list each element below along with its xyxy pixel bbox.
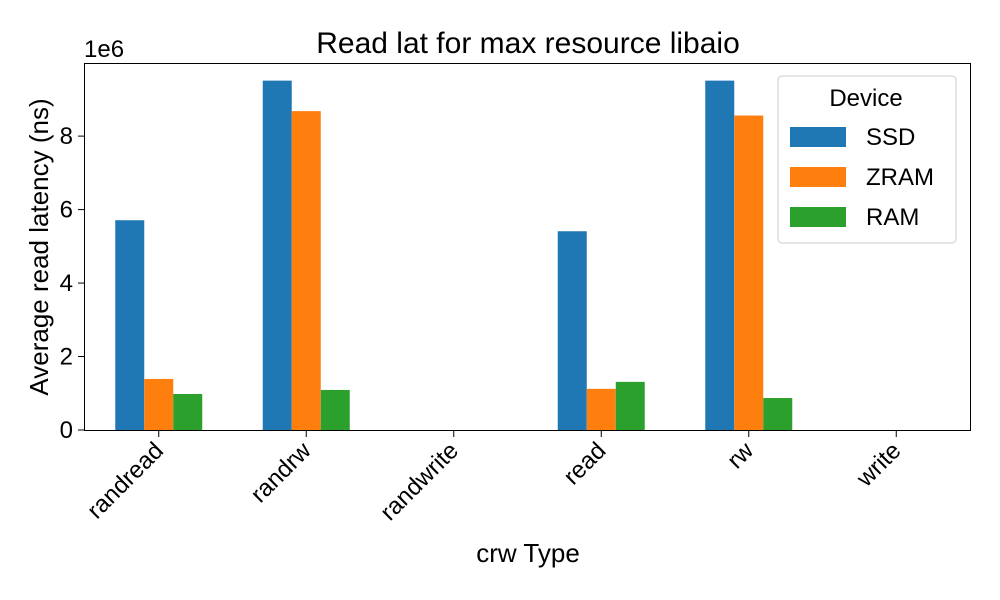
x-tick-label-read: read — [558, 437, 611, 490]
bar-ram-read — [615, 381, 645, 430]
bar-ssd-read — [557, 231, 587, 430]
y-tick-label: 8 — [60, 123, 73, 150]
bar-ram-randrw — [320, 389, 350, 430]
legend-swatch-ram — [790, 207, 846, 227]
bar-zram-randrw — [291, 111, 321, 430]
y-tick-label: 4 — [60, 270, 73, 297]
bars-layer — [115, 80, 793, 430]
legend-label-zram: ZRAM — [866, 164, 934, 191]
legend-label-ram: RAM — [866, 204, 919, 231]
chart-title: Read lat for max resource libaio — [316, 27, 740, 60]
plot-frame — [84, 63, 971, 431]
x-tick-label-rw: rw — [722, 437, 759, 474]
bar-ram-randread — [173, 393, 203, 430]
bar-zram-rw — [734, 115, 764, 430]
x-tick-label-randwrite: randwrite — [375, 437, 464, 526]
bar-ssd-rw — [705, 80, 735, 430]
y-axis: 0 2 4 6 8 — [60, 123, 85, 444]
bar-zram-randread — [144, 378, 174, 430]
y-tick-label: 0 — [60, 417, 73, 444]
y-tick-label: 2 — [60, 344, 73, 371]
x-tick-label-write: write — [851, 437, 907, 493]
x-tick-label-randread: randread — [82, 437, 169, 524]
x-axis-label: crw Type — [476, 538, 580, 568]
bar-ram-rw — [763, 398, 793, 430]
legend-title: Device — [829, 85, 902, 112]
bar-ssd-randread — [115, 220, 145, 430]
legend-swatch-ssd — [790, 127, 846, 147]
bar-ssd-randrw — [262, 80, 292, 430]
legend-swatch-zram — [790, 167, 846, 187]
y-axis-offset-label: 1e6 — [84, 36, 124, 63]
bar-zram-read — [586, 388, 616, 430]
y-axis-label: Average read latency (ns) — [24, 98, 54, 395]
legend-box — [777, 75, 957, 244]
legend: Device SSD ZRAM RAM — [777, 75, 957, 244]
legend-label-ssd: SSD — [866, 124, 915, 151]
y-tick-label: 6 — [60, 197, 73, 224]
x-axis: randread randrw randwrite read rw write — [82, 430, 907, 526]
x-tick-label-randrw: randrw — [246, 437, 317, 508]
